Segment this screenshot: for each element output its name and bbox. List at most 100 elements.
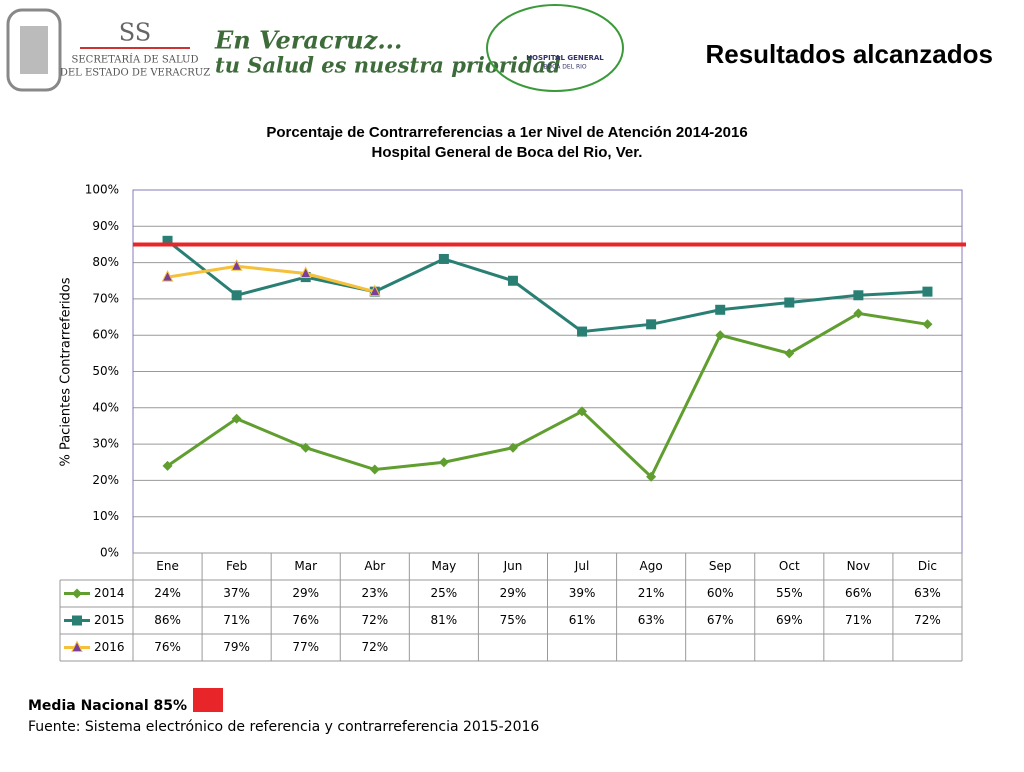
table-value: 72% <box>361 613 388 627</box>
y-tick-label: 0% <box>100 546 119 560</box>
legend-marker <box>71 640 83 652</box>
x-tick-label: Feb <box>226 559 247 573</box>
table-value: 77% <box>292 640 319 654</box>
table-value: 71% <box>223 613 250 627</box>
x-tick-label: May <box>431 559 456 573</box>
chart-subtitle: Hospital General de Boca del Rio, Ver. <box>372 144 643 161</box>
table-value: 71% <box>845 613 872 627</box>
point <box>300 442 311 453</box>
point <box>715 304 726 315</box>
table-value: 29% <box>500 586 527 600</box>
point <box>438 253 449 264</box>
table-value: 81% <box>431 613 458 627</box>
table-value: 21% <box>638 586 665 600</box>
reference-swatch <box>193 688 223 712</box>
point <box>577 406 588 417</box>
y-tick-label: 100% <box>85 183 119 197</box>
legend-label: 2016 <box>94 640 125 654</box>
slide-title: Resultados alcanzados <box>705 39 993 69</box>
x-tick-label: Jul <box>574 559 589 573</box>
point <box>507 442 518 453</box>
org-line: SECRETARÍA DE SALUD <box>72 54 199 66</box>
table-value: 60% <box>707 586 734 600</box>
x-tick-label: Ene <box>156 559 179 573</box>
table-value: 29% <box>292 586 319 600</box>
point <box>230 259 243 271</box>
table-value: 63% <box>638 613 665 627</box>
y-axis-label: % Pacientes Contrarreferidos <box>59 277 74 466</box>
table-value: 63% <box>914 586 941 600</box>
table-value: 67% <box>707 613 734 627</box>
y-tick-label: 30% <box>92 437 119 451</box>
hospital-logo <box>486 4 624 92</box>
point <box>646 471 657 482</box>
table-value: 55% <box>776 586 803 600</box>
table-value: 75% <box>500 613 527 627</box>
y-tick-label: 80% <box>92 255 119 269</box>
slogan: tu Salud es nuestra prioridad <box>215 53 561 78</box>
x-tick-label: Dic <box>918 559 937 573</box>
source: Fuente: Sistema electrónico de referenci… <box>28 719 539 735</box>
point <box>368 284 381 297</box>
table-value: 69% <box>776 613 803 627</box>
point <box>231 290 242 301</box>
chart-title: Porcentaje de Contrarreferencias a 1er N… <box>266 124 747 141</box>
table-value: 23% <box>361 586 388 600</box>
point <box>715 330 726 341</box>
point <box>507 275 518 286</box>
x-tick-label: Nov <box>847 559 870 573</box>
reference-legend: Media Nacional 85% <box>28 698 187 714</box>
point <box>646 319 657 330</box>
point <box>577 326 588 337</box>
y-tick-label: 20% <box>92 473 119 487</box>
slogan: En Veracruz... <box>214 26 402 55</box>
table-value: 72% <box>361 640 388 654</box>
point <box>784 348 795 359</box>
point <box>162 235 173 246</box>
table-value: 25% <box>431 586 458 600</box>
x-tick-label: Ago <box>640 559 663 573</box>
legend-marker <box>72 615 82 626</box>
point <box>438 457 449 468</box>
point <box>853 308 864 319</box>
point <box>299 266 312 278</box>
x-tick-label: Abr <box>364 559 385 573</box>
table-value: 76% <box>292 613 319 627</box>
table-value: 66% <box>845 586 872 600</box>
hospital-logo-text: HOSPITAL GENERAL <box>526 54 604 62</box>
x-tick-label: Jun <box>503 559 523 573</box>
point <box>369 464 380 475</box>
table-value: 24% <box>154 586 181 600</box>
y-tick-label: 70% <box>92 291 119 305</box>
table-value: 39% <box>569 586 596 600</box>
point <box>161 270 174 282</box>
point <box>853 290 864 301</box>
table-value: 72% <box>914 613 941 627</box>
x-tick-label: Sep <box>709 559 732 573</box>
table-value: 61% <box>569 613 596 627</box>
x-tick-label: Oct <box>779 559 800 573</box>
y-tick-label: 40% <box>92 400 119 414</box>
org-short: SS <box>119 19 151 47</box>
table-value: 86% <box>154 613 181 627</box>
point <box>231 413 242 424</box>
legend-label: 2015 <box>94 613 125 627</box>
point <box>784 297 795 308</box>
table-value: 37% <box>223 586 250 600</box>
y-tick-label: 60% <box>92 328 119 342</box>
y-tick-label: 50% <box>92 364 119 378</box>
y-tick-label: 10% <box>92 509 119 523</box>
point <box>922 286 933 297</box>
legend-marker <box>72 588 82 599</box>
state-logo <box>6 8 62 92</box>
x-tick-label: Mar <box>294 559 317 573</box>
series-line <box>166 239 928 334</box>
series-line <box>167 264 376 294</box>
legend-label: 2014 <box>94 586 125 600</box>
point <box>922 319 933 330</box>
org-line: DEL ESTADO DE VERACRUZ <box>60 68 210 79</box>
table-value: 76% <box>154 640 181 654</box>
series-line <box>166 311 928 480</box>
